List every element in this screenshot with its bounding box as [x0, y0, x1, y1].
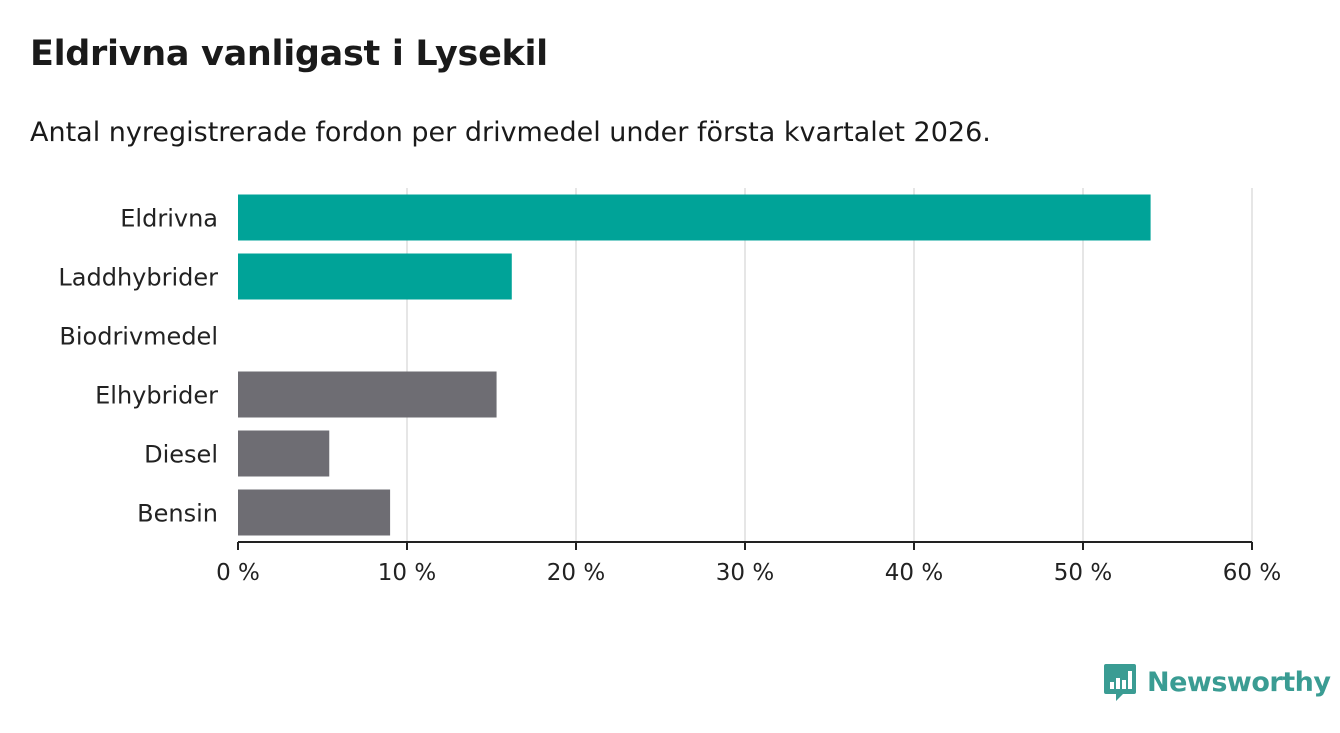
x-tick-label: 40 %	[885, 560, 943, 586]
x-tick-label: 50 %	[1054, 560, 1112, 586]
bar-bensin	[238, 489, 391, 536]
bar-laddhybrider	[238, 253, 512, 300]
x-axis: 0 % 10 % 20 % 30 % 40 % 50 % 60 %	[216, 541, 1281, 586]
chart-title: Eldrivna vanligast i Lysekil	[30, 34, 548, 74]
category-label: Elhybrider	[95, 382, 218, 410]
bar-eldrivna	[238, 194, 1151, 241]
category-label: Bensin	[137, 500, 218, 528]
newsworthy-logo-icon	[1104, 664, 1136, 701]
x-tick-label: 30 %	[716, 560, 774, 586]
bar-elhybrider	[238, 371, 497, 418]
category-label: Diesel	[144, 441, 218, 469]
grid-lines	[406, 188, 1253, 542]
brand-name: Newsworthy	[1147, 666, 1331, 698]
newsworthy-logo: Newsworthy	[1103, 662, 1331, 702]
x-tick-label: 0 %	[216, 560, 260, 586]
category-label: Laddhybrider	[58, 264, 218, 292]
category-labels: Eldrivna Laddhybrider Biodrivmedel Elhybrid…	[58, 205, 218, 528]
chart-subtitle: Antal nyregistrerade fordon per drivmede…	[30, 117, 991, 148]
category-label: Biodrivmedel	[59, 323, 218, 351]
x-tick-label: 60 %	[1223, 560, 1281, 586]
bars	[238, 194, 1151, 536]
x-tick-label: 20 %	[547, 560, 605, 586]
bar-diesel	[238, 430, 330, 477]
x-tick-label: 10 %	[378, 560, 436, 586]
category-label: Eldrivna	[120, 205, 218, 233]
